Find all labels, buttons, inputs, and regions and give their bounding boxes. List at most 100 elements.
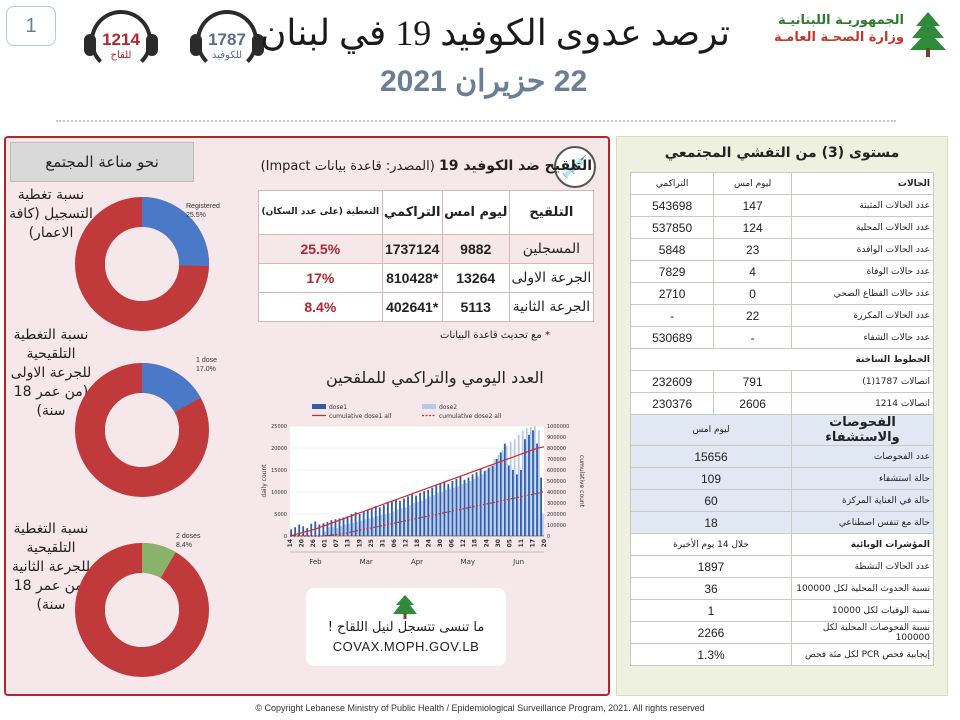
y-axis-label: daily count <box>261 464 268 498</box>
table-cell: إيجابية فحص PCR لكل مئة فحص <box>791 643 934 666</box>
bar-dose1 <box>540 477 542 536</box>
y-tick-label: 0 <box>284 534 287 540</box>
cases-row: عدد الحالات المثبتة 147 543698 <box>629 194 934 217</box>
bar-dose2 <box>453 487 456 536</box>
table-cell: *810428 <box>381 263 443 293</box>
bar-dose1 <box>346 516 349 536</box>
bar-dose1 <box>350 514 353 536</box>
x-tick-label: 24 <box>426 539 433 547</box>
x-tick-label: 20 <box>299 539 306 547</box>
donut-coverage-slice <box>75 543 209 677</box>
x-tick-label: 18 <box>472 539 479 547</box>
table-cell: 109 <box>630 467 792 490</box>
table-cell: 2710 <box>629 282 715 305</box>
bar-dose2 <box>497 454 500 536</box>
bar-dose2 <box>368 518 371 536</box>
table-cell: 1.3% <box>630 643 792 666</box>
x-tick-label: 25 <box>368 539 375 547</box>
table-cell: عدد الحالات المثبتة <box>791 194 934 217</box>
ministry-name: الجمهوريـة اللبنانيـة وزارة الصحـة العام… <box>774 12 904 46</box>
tests-row: حالة مع تنفس اصطناعي 18 <box>630 511 934 534</box>
y-tick-label: 25000 <box>271 424 287 430</box>
bar-dose2 <box>517 434 520 536</box>
vaccination-table: التلقيح ليوم امس التراكمي التغطية (على ع… <box>258 190 595 322</box>
table-cell: 5848 <box>629 238 715 261</box>
tests-header: الفحوصات والاستشفاء <box>791 414 934 446</box>
bar-dose1 <box>475 472 478 536</box>
covax-registration-banner[interactable]: ما تنسى تتسجل لنيل اللقاح ! COVAX.MOPH.G… <box>306 588 506 666</box>
row-label: الجرعة الاولى <box>508 263 595 293</box>
covax-text: ما تنسى تتسجل لنيل اللقاح ! <box>327 620 485 635</box>
table-cell: 18 <box>630 511 792 534</box>
table-cell: 13264 <box>441 263 510 293</box>
y-tick-label: 10000 <box>271 490 287 496</box>
x-tick-label: 06 <box>391 539 398 547</box>
x-tick-label: 05 <box>506 539 513 547</box>
header-divider <box>56 120 896 122</box>
table-cell: اتصالات 1214 <box>791 392 934 415</box>
bar-dose1 <box>503 443 506 536</box>
column-header: التراكمي <box>629 172 715 195</box>
bar-dose1 <box>536 443 538 536</box>
table-cell: عدد الحالات الوافدة <box>791 238 934 261</box>
bar-dose2 <box>541 513 544 536</box>
epi-indicator-row: نسبة الحدوث المحلية لكل 100000 36 <box>630 577 934 600</box>
table-cell: 9882 <box>441 234 510 264</box>
table-cell: 530689 <box>629 326 715 349</box>
table-cell: 543698 <box>629 194 715 217</box>
bar-dose1 <box>330 520 333 536</box>
table-cell: 2606 <box>713 392 792 415</box>
table-cell: - <box>629 304 715 327</box>
y2-tick-label: 100000 <box>547 523 566 529</box>
bar-dose2 <box>525 428 528 536</box>
bar-dose1 <box>419 492 422 536</box>
table-cell: 0 <box>713 282 792 305</box>
x-tick-label: 30 <box>495 539 502 547</box>
column-header: خلال 14 يوم الأخيرة <box>630 533 792 556</box>
donut-chart-dose2 <box>75 543 209 677</box>
bar-dose1 <box>431 487 434 536</box>
cases-row: عدد حالات الشفاء -530689 <box>629 326 934 349</box>
y2-tick-label: 900000 <box>547 435 566 441</box>
bar-dose1 <box>374 506 377 536</box>
y-tick-label: 15000 <box>271 468 287 474</box>
hotline-row: اتصالات 1214 2606 230376 <box>629 392 934 415</box>
table-cell: 791 <box>713 370 792 393</box>
bar-dose2 <box>404 507 407 536</box>
legend-label: cumulative dose1 all <box>329 413 392 420</box>
table-cell: عدد الحالات المكررة <box>791 304 934 327</box>
table-cell: - <box>713 326 792 349</box>
bar-dose2 <box>465 483 468 536</box>
bar-dose2 <box>328 527 331 536</box>
bar-dose1 <box>471 474 474 536</box>
bar-dose1 <box>403 498 405 536</box>
bar-dose1 <box>362 511 365 536</box>
bar-dose1 <box>386 503 389 536</box>
cumulative-dose2-line <box>290 491 545 537</box>
bar-dose2 <box>529 426 532 536</box>
table-cell: نسبة الفحوصات المحلية لكل 100000 <box>791 621 934 644</box>
bar-dose2 <box>340 526 343 536</box>
tests-row: عدد الفحوصات 15656 <box>630 445 934 468</box>
bar-dose1 <box>435 485 438 536</box>
bar-dose1 <box>298 524 301 536</box>
bar-dose2 <box>417 501 419 536</box>
covax-url[interactable]: COVAX.MOPH.GOV.LB <box>332 639 480 654</box>
table-cell: *402641 <box>381 292 443 322</box>
table-cell: عدد حالات الشفاء <box>791 326 934 349</box>
vaccine-hotline-label: للقاح <box>110 50 132 61</box>
bar-dose2 <box>473 478 476 536</box>
bar-dose1 <box>302 526 305 536</box>
table-cell: 1737124 <box>381 234 443 264</box>
table-cell: عدد الفحوصات <box>791 445 934 468</box>
ministry-line-2: وزارة الصحـة العامـة <box>773 30 904 45</box>
vaccine-hotline-badge: 1214 للقاح <box>80 4 162 76</box>
bar-dose2 <box>449 488 452 536</box>
donut-label-dose2: نسبة التغطية التلقيحية للجرعة الثانية (م… <box>11 521 91 613</box>
x-tick-label: 17 <box>529 539 536 547</box>
table-cell: 5113 <box>441 292 510 322</box>
bar-dose1 <box>511 470 514 536</box>
bar-dose2 <box>360 520 363 536</box>
table-cell: 147 <box>713 194 792 217</box>
headset-icon <box>90 10 152 72</box>
